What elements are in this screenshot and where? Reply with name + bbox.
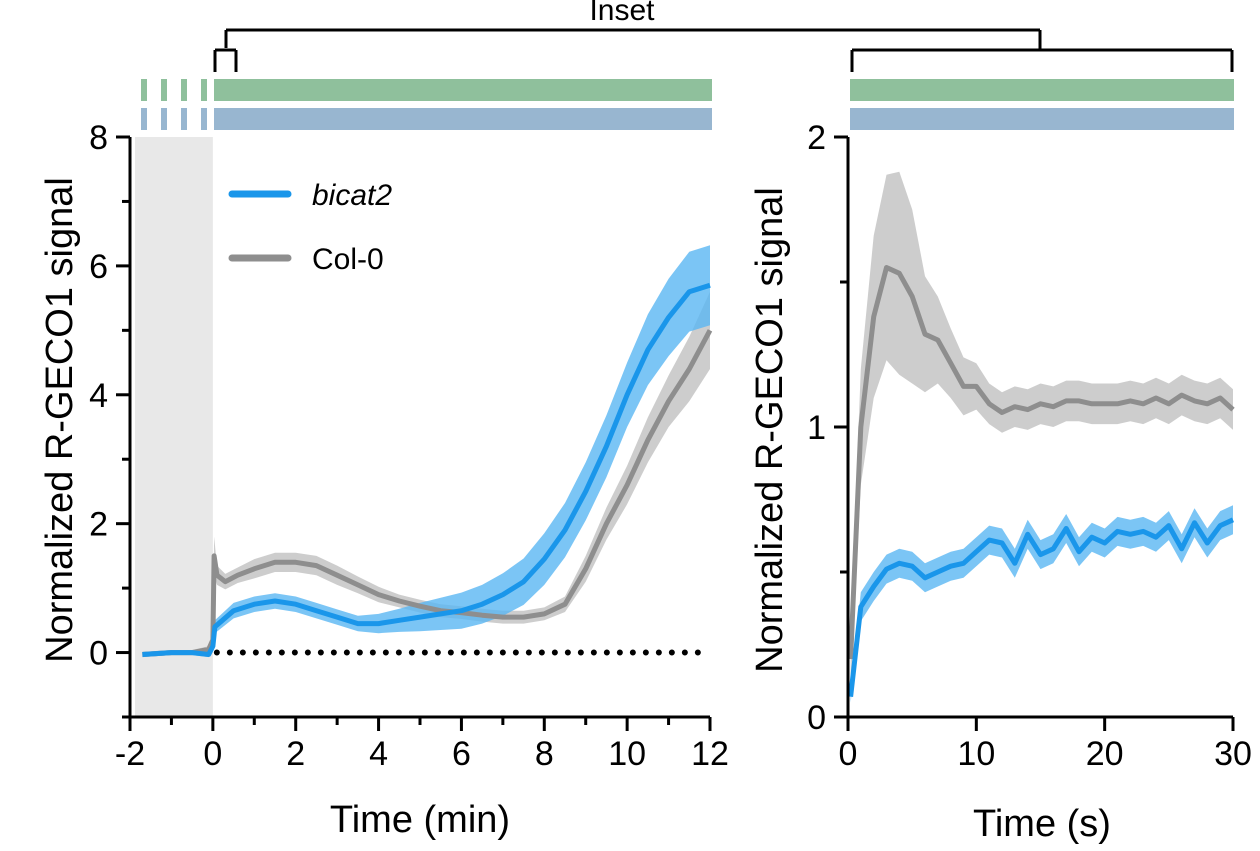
treatment-bar-blue-dash-4 xyxy=(201,108,207,130)
right-x-tick-label: 30 xyxy=(1214,735,1252,773)
treatment-bar-green-dash-4 xyxy=(201,79,207,101)
treatment-bar-green-dash-2 xyxy=(161,79,167,101)
legend-label-bicat2: bicat2 xyxy=(312,179,392,212)
treatment-bar-green-main xyxy=(214,79,712,101)
left-y-axis-label: Normalized R-GECO1 signal xyxy=(39,177,81,663)
left-y-tick-label: 8 xyxy=(89,119,108,157)
right-series-lines xyxy=(848,265,1235,697)
right-y-axis-label: Normalized R-GECO1 signal xyxy=(749,187,791,673)
left-x-tick-label: 6 xyxy=(452,735,471,773)
treatment-bar-green-inset xyxy=(850,79,1234,101)
treatment-bar-green-dash-1 xyxy=(141,79,147,101)
treatment-bar-green-dash-3 xyxy=(181,79,187,101)
right-line-col0 xyxy=(848,265,1235,660)
right-band-col0 xyxy=(850,171,1233,689)
legend-label-col0: Col-0 xyxy=(312,243,384,276)
left-line-col0 xyxy=(142,329,713,657)
inset-panel: 0 10 20 30 0 1 2 Time (s) Normalized R-GECO1 s… xyxy=(749,119,1252,845)
main-time-course-panel: -2 0 2 4 6 8 10 12 0 2 4 6 8 bicat2 Col-0 Time (min)… xyxy=(39,119,729,841)
treatment-bar-blue-main xyxy=(214,108,712,130)
right-y-tick-label: 1 xyxy=(807,409,826,447)
left-band-bicat2 xyxy=(142,245,710,658)
left-y-tick-label: 0 xyxy=(89,635,108,673)
left-axes: -2 0 2 4 6 8 10 12 0 2 4 6 8 xyxy=(89,119,729,773)
right-x-tick-label: 0 xyxy=(839,735,858,773)
left-x-tick-label: 4 xyxy=(369,735,388,773)
baseline-shade xyxy=(135,137,213,717)
right-error-bands xyxy=(850,171,1233,703)
left-x-tick-label: 8 xyxy=(535,735,554,773)
left-x-tick-label: 12 xyxy=(691,735,729,773)
left-band-col0 xyxy=(142,291,710,658)
left-x-tick-label: 10 xyxy=(608,735,646,773)
treatment-bar-blue-dash-2 xyxy=(161,108,167,130)
left-y-tick-label: 2 xyxy=(89,506,108,544)
right-band-bicat2 xyxy=(850,505,1233,703)
inset-bracket xyxy=(213,28,1234,72)
treatment-bar-blue-dash-1 xyxy=(141,108,147,130)
treatment-bars xyxy=(141,79,1234,130)
left-x-tick-label: 0 xyxy=(203,735,222,773)
right-axes: 0 10 20 30 0 1 2 xyxy=(807,119,1252,773)
left-x-axis-label: Time (min) xyxy=(330,799,510,841)
left-y-tick-label: 4 xyxy=(89,377,108,415)
left-x-tick-label: 2 xyxy=(286,735,305,773)
left-series-lines xyxy=(142,282,713,657)
right-x-tick-label: 10 xyxy=(957,735,995,773)
right-y-tick-label: 2 xyxy=(807,119,826,157)
right-y-tick-label: 0 xyxy=(807,699,826,737)
treatment-bar-blue-inset xyxy=(850,108,1234,130)
left-y-tick-label: 6 xyxy=(89,248,108,286)
legend: bicat2 Col-0 xyxy=(228,179,392,276)
right-x-tick-label: 20 xyxy=(1086,735,1124,773)
left-line-bicat2 xyxy=(142,282,711,657)
right-line-bicat2 xyxy=(848,517,1235,697)
right-x-axis-label: Time (s) xyxy=(973,803,1111,845)
left-x-tick-label: -2 xyxy=(115,735,145,773)
treatment-bar-blue-dash-3 xyxy=(181,108,187,130)
inset-label: Inset xyxy=(589,0,655,27)
left-error-bands xyxy=(142,245,710,658)
